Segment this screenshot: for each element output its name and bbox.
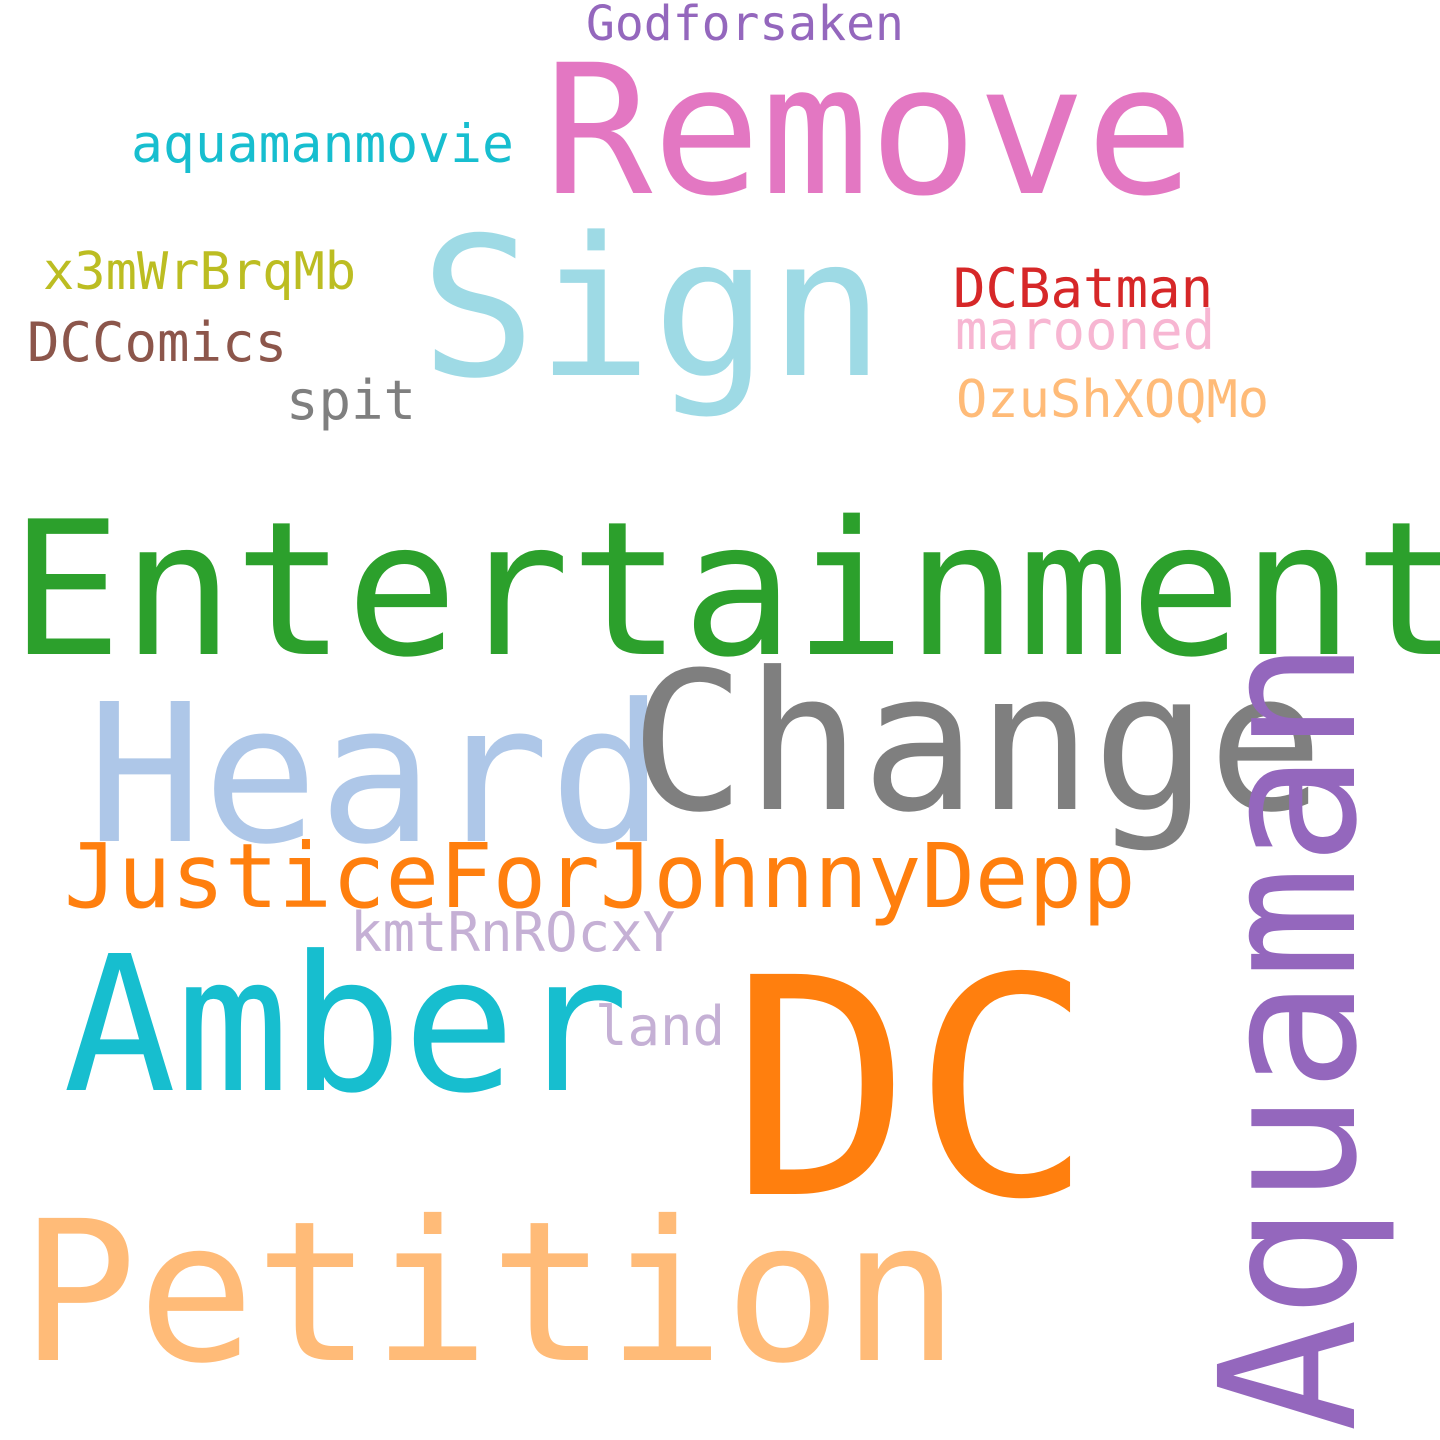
word-marooned: marooned [955,299,1216,362]
word-ozushxoqmo: OzuShXOQMo [956,370,1270,430]
word-aquamanmovie: aquamanmovie [131,114,514,175]
word-entertainment: Entertainment [10,481,1440,698]
word-amber: Amber [63,916,629,1135]
word-land: land [595,995,726,1058]
word-remove: Remove [544,27,1195,236]
word-dc: DC [730,915,1094,1266]
word-dccomics: DCComics [27,311,288,374]
word-sign: Sign [420,196,885,421]
word-dcbatman: DCBatman [953,257,1214,320]
word-x3mwrbrqmb: x3mWrBrqMb [43,242,357,302]
word-justiceforjohnnydepp: JusticeForJohnnyDepp [64,824,1136,928]
word-heard: Heard [87,664,665,887]
word-spit: spit [286,369,417,432]
word-kmtrnrocxy: kmtRnROcxY [350,901,676,964]
word-godforsaken: Godforsaken [586,0,904,52]
word-petition: Petition [20,1179,960,1406]
word-change: Change [630,632,1324,855]
word-aquaman: Aquaman [1180,639,1399,1432]
